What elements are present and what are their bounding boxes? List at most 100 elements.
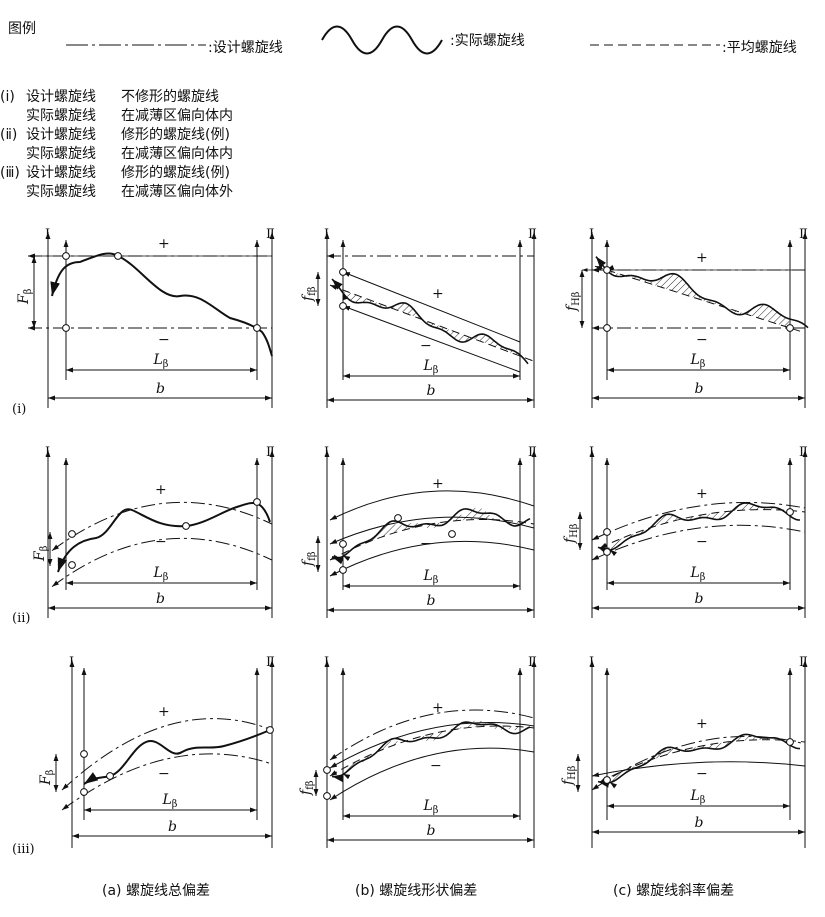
- dimension-b-label: b: [427, 593, 436, 609]
- legend-mean-text: 平均螺旋线: [726, 40, 797, 56]
- measurement-point: [323, 766, 331, 774]
- dimension-L-label: Lβ: [423, 568, 439, 586]
- plus-sign: +: [155, 482, 167, 498]
- measurement-point: [182, 522, 190, 530]
- measurement-point: [786, 324, 794, 332]
- symbol-subscript: β: [433, 365, 439, 376]
- boundary-label-II: Ⅱ: [799, 655, 808, 670]
- minus-sign: −: [430, 758, 442, 774]
- symbol-subscript: β: [433, 805, 439, 816]
- dimension-b-label: b: [156, 381, 165, 397]
- mean-helix-curve: [599, 739, 806, 783]
- boundary-label-I: Ⅰ: [589, 655, 594, 670]
- legend-actual-text: 实际螺旋线: [454, 33, 525, 49]
- hatched-deviation-area: [343, 507, 519, 556]
- symbol-subscript: Hβ: [569, 523, 580, 538]
- measurement-point: [253, 324, 261, 332]
- panel-a-iii: Ⅰ Ⅱ Fβ + − Lβ b: [38, 655, 275, 848]
- symbol-subscript: β: [700, 572, 706, 583]
- symbol-subscript: fβ: [305, 780, 316, 790]
- boundary-label-II: Ⅱ: [528, 445, 537, 460]
- boundary-label-I: Ⅰ: [324, 227, 329, 242]
- mean-helix-line: [594, 265, 801, 332]
- tolerance-symbol: fHβ: [560, 765, 578, 786]
- measurement-point: [786, 508, 794, 516]
- tolerance-symbol: fHβ: [564, 291, 582, 312]
- tolerance-symbol: fHβ: [562, 523, 580, 544]
- measurement-point: [448, 530, 456, 538]
- symbol-subscript: β: [700, 795, 706, 806]
- minus-sign: −: [696, 766, 708, 782]
- note-name: 设计螺旋线: [26, 165, 96, 181]
- dimension-b-label: b: [427, 383, 436, 399]
- actual-helix-curve: [331, 278, 529, 365]
- dimension-L-label: Lβ: [153, 352, 169, 370]
- actual-helix-curve: [57, 501, 271, 573]
- symbol-subscript: β: [163, 359, 169, 370]
- dimension-L-label: Lβ: [162, 792, 178, 810]
- boundary-label-II: Ⅱ: [799, 445, 808, 460]
- minus-sign: −: [420, 536, 432, 552]
- symbol-subscript: Hβ: [571, 291, 582, 306]
- note-name: 设计螺旋线: [26, 89, 96, 105]
- plus-sign: +: [696, 250, 708, 266]
- note-name: 实际螺旋线: [26, 146, 96, 162]
- actual-helix-curve: [50, 252, 273, 357]
- design-curve-lower: [591, 761, 806, 778]
- envelope-lower: [329, 540, 535, 577]
- hatched-deviation-area: [610, 734, 790, 783]
- design-curve-upper: [591, 501, 806, 541]
- design-curve-lower: [61, 753, 273, 811]
- measurement-point: [603, 548, 611, 556]
- measurement-point: [603, 324, 611, 332]
- tolerance-symbol: ffβ: [298, 780, 316, 796]
- boundary-label-II: Ⅱ: [528, 227, 537, 242]
- row-label-ii: (ⅱ): [12, 611, 30, 626]
- note-tag: (ⅱ): [0, 127, 18, 143]
- minus-sign: −: [158, 332, 170, 348]
- design-curve-lower: [51, 537, 273, 588]
- plus-sign: +: [432, 476, 444, 492]
- minus-sign: −: [155, 534, 167, 550]
- legend-design-text: 设计螺旋线: [212, 40, 283, 56]
- minus-sign: −: [158, 766, 170, 782]
- symbol-subscript: β: [163, 572, 169, 583]
- note-desc: 修形的螺旋线(例): [121, 127, 230, 143]
- symbol-subscript: β: [23, 288, 34, 294]
- envelope-upper: [342, 271, 521, 343]
- envelope-lower: [342, 305, 521, 373]
- note-name: 实际螺旋线: [26, 108, 96, 124]
- hatched-deviation-area: [607, 270, 789, 328]
- panel-a-i: Ⅰ Ⅱ Fβ + − Lβ b: [16, 227, 275, 408]
- measurement-point: [62, 324, 70, 332]
- symbol-subscript: β: [172, 799, 178, 810]
- boundary-label-I: Ⅰ: [324, 655, 329, 670]
- mean-helix-line: [329, 284, 535, 362]
- plus-sign: +: [158, 236, 170, 252]
- design-curve-upper: [51, 501, 273, 552]
- measurement-point: [603, 528, 611, 536]
- dimension-L-label: Lβ: [690, 352, 706, 370]
- design-curve-upper: [329, 709, 535, 761]
- note-tag: (ⅰ): [0, 89, 15, 105]
- dimension-b-label: b: [156, 591, 165, 607]
- note-name: 设计螺旋线: [26, 127, 96, 143]
- envelope-lower: [329, 747, 535, 801]
- tolerance-symbol: Fβ: [38, 769, 56, 786]
- boundary-label-II: Ⅱ: [266, 445, 275, 460]
- measurement-point: [253, 498, 261, 506]
- note-desc: 在减薄区偏向体内: [121, 146, 233, 162]
- caption-a: (a) 螺旋线总偏差: [102, 883, 210, 899]
- measurement-point: [786, 738, 794, 746]
- note-desc: 修形的螺旋线(例): [121, 165, 230, 181]
- symbol-subscript: fβ: [307, 551, 318, 561]
- symbol-subscript: β: [39, 545, 50, 551]
- boundary-label-I: Ⅰ: [324, 445, 329, 460]
- boundary-label-II: Ⅱ: [799, 227, 808, 242]
- measurement-point: [603, 266, 611, 274]
- measurement-point: [68, 561, 76, 569]
- tolerance-symbol: ffβ: [300, 286, 318, 302]
